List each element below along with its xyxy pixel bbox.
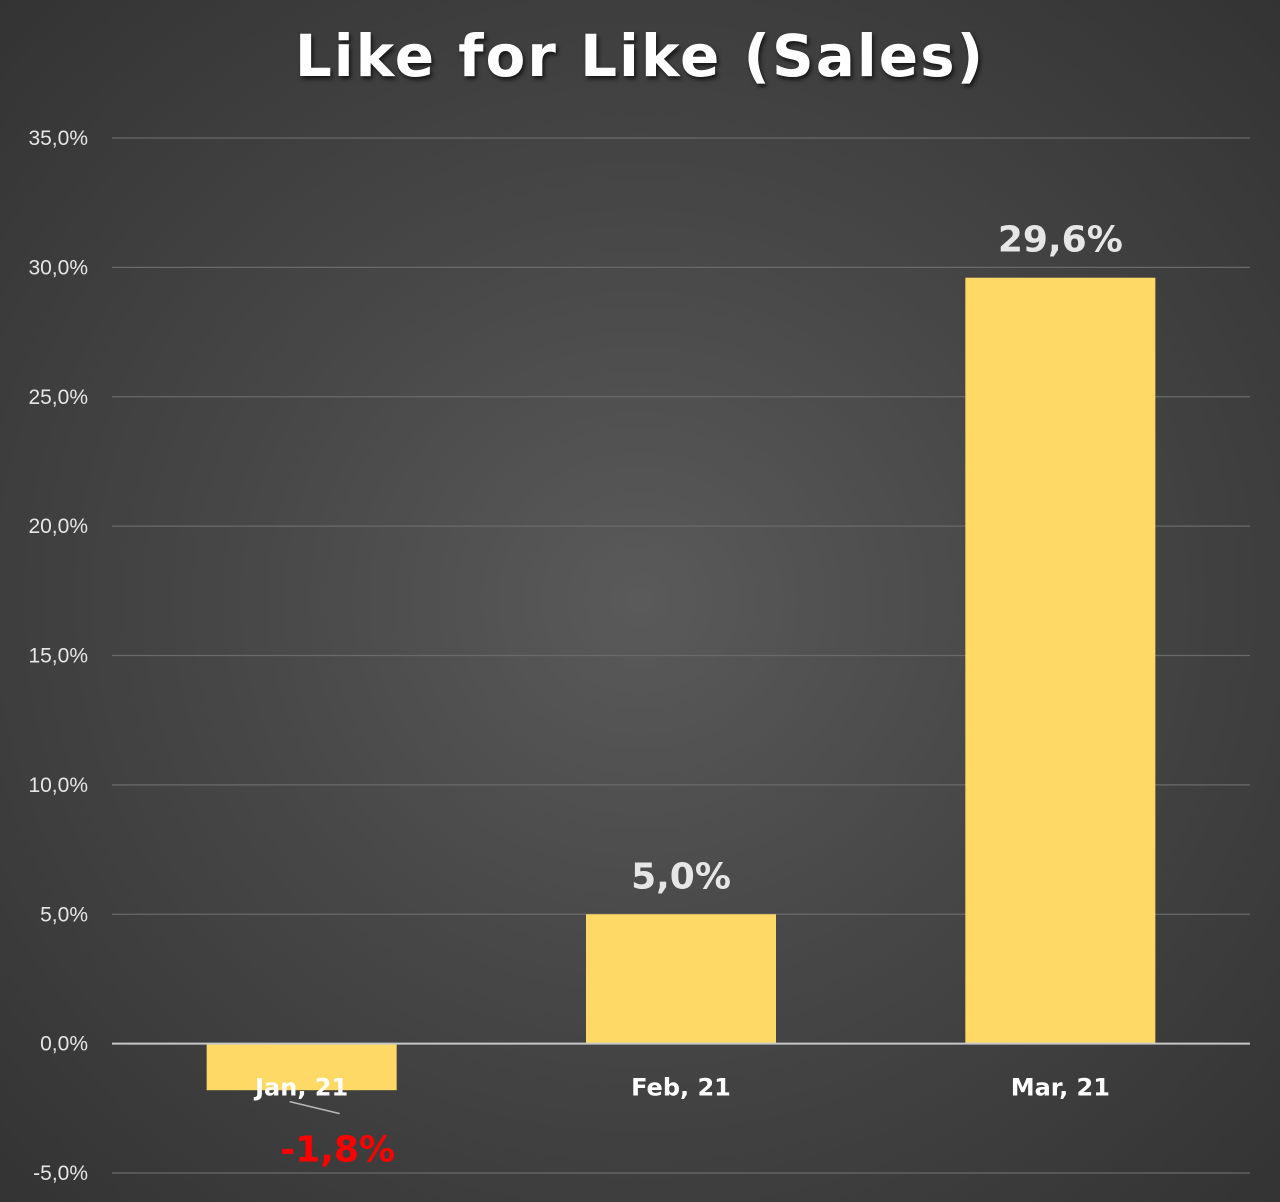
y-tick-label: 30,0% <box>28 256 88 279</box>
y-tick-label: 25,0% <box>28 386 88 409</box>
y-tick-label: 35,0% <box>28 127 88 150</box>
y-axis-ticks: -5,0% 0,0% 5,0% 10,0% 15,0% 20,0% 25,0% 30,0% 35… <box>28 127 88 1185</box>
data-label-leader-line <box>289 1100 340 1115</box>
data-labels: -1,8% 5,0% 29,6% <box>280 220 1123 1171</box>
bar <box>586 914 776 1044</box>
bar <box>965 277 1156 1044</box>
data-label: -1,8% <box>280 1130 395 1171</box>
y-tick-label: -5,0% <box>33 1162 88 1185</box>
x-tick-label: Feb, 21 <box>631 1074 731 1102</box>
y-tick-label: 5,0% <box>40 903 88 926</box>
y-tick-label: 15,0% <box>28 645 88 668</box>
bar <box>206 1043 397 1091</box>
data-label: 5,0% <box>631 856 731 897</box>
x-tick-label: Jan, 21 <box>253 1074 348 1102</box>
x-tick-label: Mar, 21 <box>1011 1074 1110 1102</box>
y-tick-label: 10,0% <box>28 774 88 797</box>
chart-title: Like for Like (Sales) <box>294 22 986 90</box>
data-label: 29,6% <box>998 220 1123 261</box>
bars <box>206 277 1156 1091</box>
y-tick-label: 0,0% <box>40 1033 88 1056</box>
y-tick-label: 20,0% <box>28 515 88 538</box>
x-axis-ticks: Jan, 21 Feb, 21 Mar, 21 <box>253 1074 1110 1102</box>
